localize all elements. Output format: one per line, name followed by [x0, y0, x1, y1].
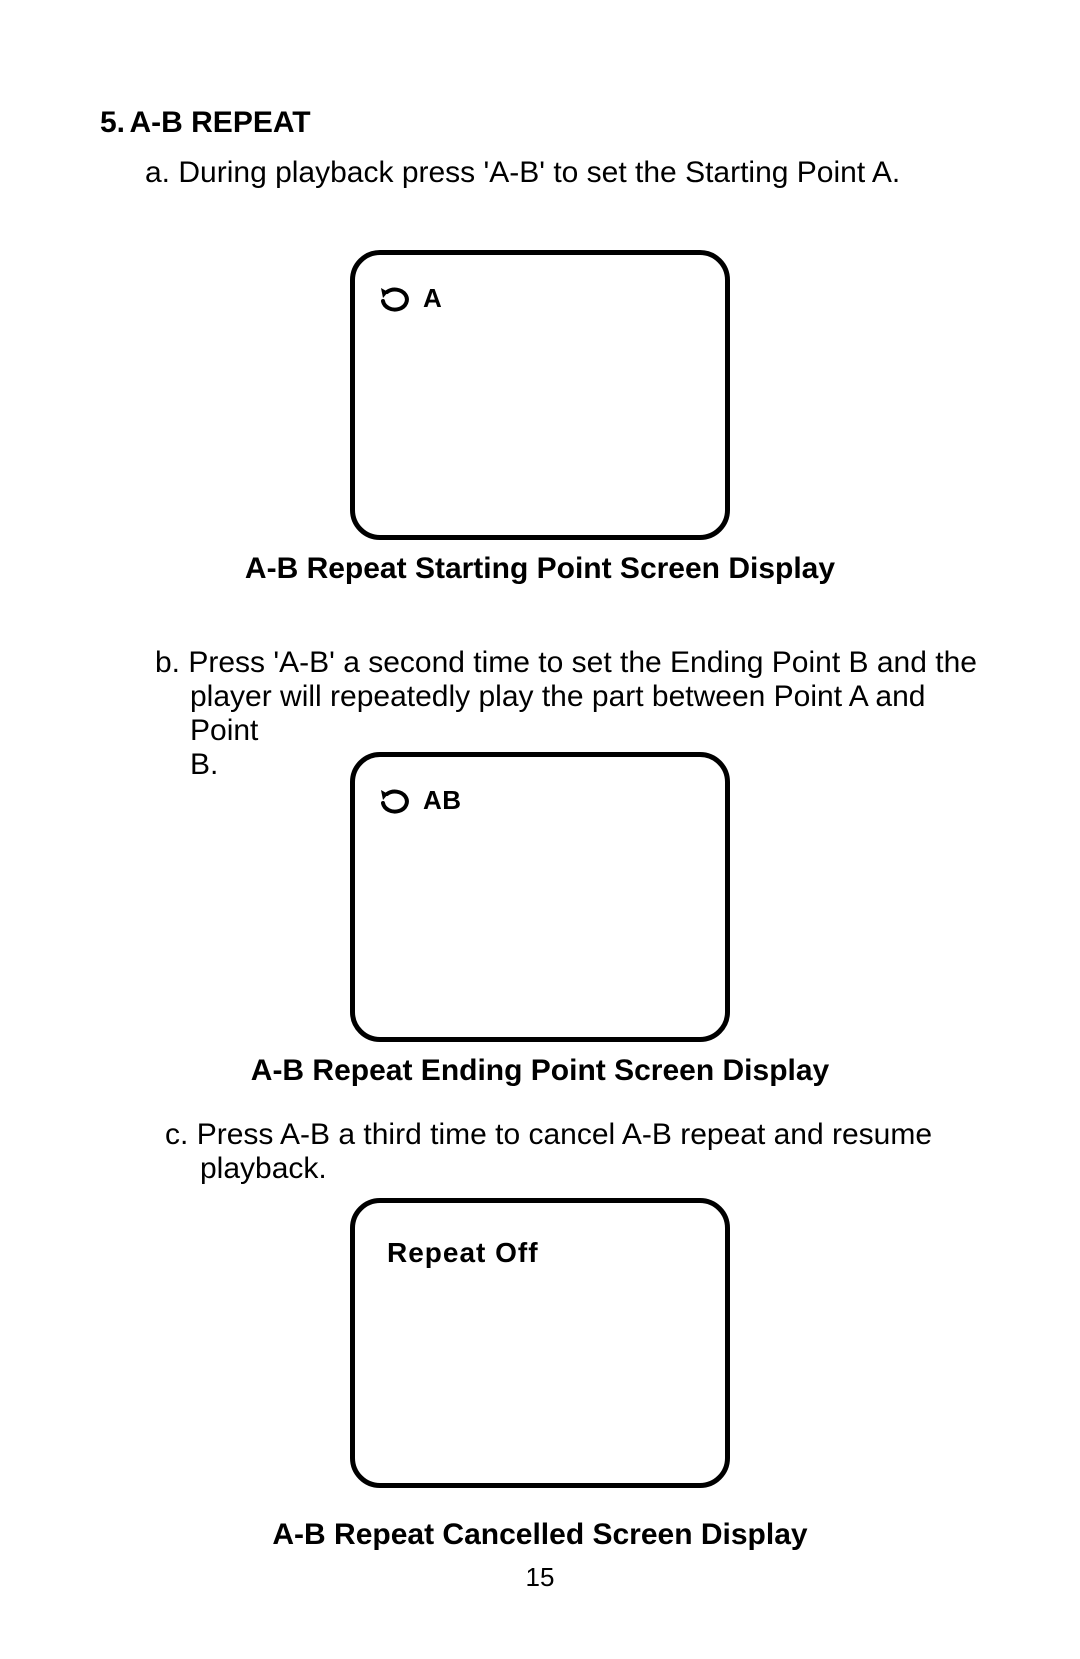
- item-a-label: a.: [145, 156, 170, 189]
- caption-b: A-B Repeat Ending Point Screen Display: [100, 1054, 980, 1088]
- item-b-text1: Press 'A-B' a second time to set the End…: [188, 646, 977, 679]
- screen-b: AB: [350, 752, 730, 1042]
- screen-a-wrap: A: [100, 250, 980, 540]
- screen-b-label: AB: [423, 785, 462, 816]
- screen-c-wrap: Repeat Off: [100, 1198, 980, 1488]
- item-a-line: a. During playback press 'A-B' to set th…: [145, 156, 980, 190]
- screen-c: Repeat Off: [350, 1198, 730, 1488]
- page-number: 15: [100, 1562, 980, 1593]
- item-c-label: c.: [165, 1118, 188, 1151]
- section-number: 5.: [100, 106, 125, 139]
- screen-a: A: [350, 250, 730, 540]
- screen-b-wrap: AB: [100, 752, 980, 1042]
- item-c-line1: c. Press A-B a third time to cancel A-B …: [165, 1118, 980, 1152]
- repeat-icon: [377, 786, 415, 816]
- item-c-text1: Press A-B a third time to cancel A-B rep…: [197, 1118, 932, 1151]
- screen-a-label: A: [423, 283, 442, 314]
- item-a-text: During playback press 'A-B' to set the S…: [178, 156, 900, 189]
- item-c-line2: playback.: [200, 1152, 980, 1186]
- section-heading-line: 5. A-B REPEAT: [100, 106, 980, 140]
- manual-page: 5. A-B REPEAT a. During playback press '…: [0, 0, 1080, 1659]
- item-b-line2: player will repeatedly play the part bet…: [190, 680, 980, 748]
- section-title: A-B REPEAT: [129, 106, 310, 139]
- caption-c: A-B Repeat Cancelled Screen Display: [100, 1518, 980, 1552]
- caption-a: A-B Repeat Starting Point Screen Display: [100, 552, 980, 586]
- item-b-label: b.: [155, 646, 180, 679]
- screen-c-text: Repeat Off: [377, 1231, 703, 1269]
- item-b-line1: b. Press 'A-B' a second time to set the …: [155, 646, 980, 680]
- repeat-icon: [377, 284, 415, 314]
